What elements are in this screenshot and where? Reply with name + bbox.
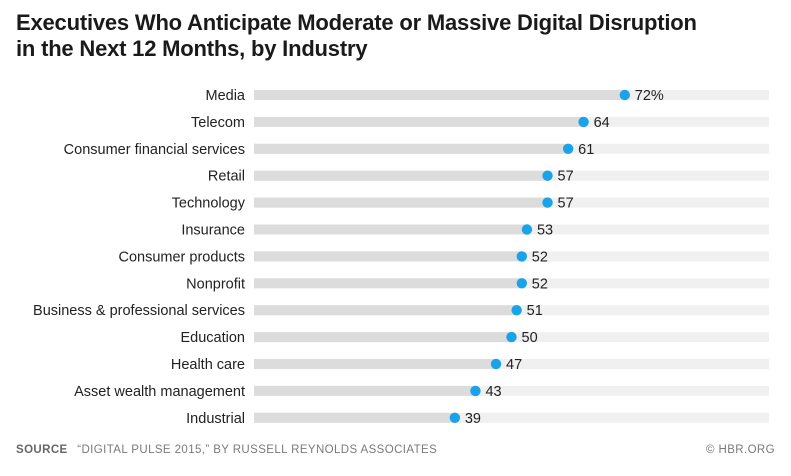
category-label: Media [206,88,246,104]
data-label: 39 [465,411,481,427]
chart-row: Retail 57 [208,169,769,185]
data-point [506,331,517,343]
data-point [542,170,553,181]
source-label: SOURCE [16,444,68,456]
data-point [542,197,553,208]
track-fill [254,170,548,181]
chart-row: Industrial 39 [186,411,769,427]
data-point [578,116,589,128]
track-fill [254,143,569,154]
data-label: 57 [558,169,574,185]
data-point [511,305,522,316]
chart-row: Business & professional services 51 [33,303,769,319]
category-label: Health care [171,357,245,373]
chart-row: Telecom 64 [191,115,769,131]
category-label: Telecom [191,115,245,131]
chart-row: Consumer financial services 61 [64,142,769,158]
chart-row: Insurance 53 [181,223,769,239]
data-point [516,251,527,262]
category-label: Industrial [186,411,245,427]
track-fill [254,332,512,343]
data-point [470,385,481,397]
track-fill [254,305,517,316]
chart-row: Consumer products 52 [118,249,769,265]
track-fill [254,412,455,423]
track-fill [254,251,522,262]
data-label: 52 [532,276,548,292]
track-fill [254,224,527,235]
data-label: 43 [485,384,501,400]
chart-title-line-1: Executives Who Anticipate Moderate or Ma… [16,10,697,35]
chart-row: Health care 47 [171,357,769,373]
data-point [516,278,527,289]
chart-title-line-2: in the Next 12 Months, by Industry [16,36,368,61]
data-label: 52 [532,249,548,265]
data-label: 53 [537,223,553,239]
source-text: “DIGITAL PULSE 2015,” BY RUSSELL REYNOLD… [77,444,438,456]
category-label: Technology [172,196,246,212]
track-fill [254,116,584,127]
data-label: 50 [522,330,538,346]
chart-row: Technology 57 [172,196,769,212]
track-background [254,385,769,396]
track-fill [254,197,548,208]
track-fill [254,359,497,369]
data-point [490,358,502,370]
data-point [562,143,574,154]
category-label: Business & professional services [33,303,245,319]
category-label: Consumer products [118,249,245,265]
track-background [254,412,769,423]
category-label: Asset wealth management [74,384,245,400]
track-background [254,359,769,369]
category-label: Retail [208,169,245,185]
track-fill [254,385,476,396]
category-label: Education [181,330,246,346]
data-label: 64 [594,115,610,131]
chart-row: Education 50 [181,330,769,346]
category-label: Insurance [181,223,245,239]
category-label: Nonprofit [186,276,245,292]
track-fill [254,90,625,100]
chart-row: Media 72% [206,88,769,104]
data-point [449,412,461,423]
chart-row: Nonprofit 52 [186,276,769,292]
data-label: 47 [506,357,522,373]
data-point [521,224,533,235]
chart-title: Executives Who Anticipate Moderate or Ma… [16,10,776,62]
data-point [619,89,630,101]
data-label: 57 [558,196,574,212]
chart-footer: SOURCE “DIGITAL PULSE 2015,” BY RUSSELL … [16,444,775,462]
chart-row: Asset wealth management 43 [74,384,769,400]
track-fill [254,278,522,289]
data-label: 51 [527,303,543,319]
category-label: Consumer financial services [64,142,245,158]
credit-text: © HBR.ORG [706,444,775,456]
data-label: 61 [578,142,594,158]
data-label: 72% [635,88,664,104]
